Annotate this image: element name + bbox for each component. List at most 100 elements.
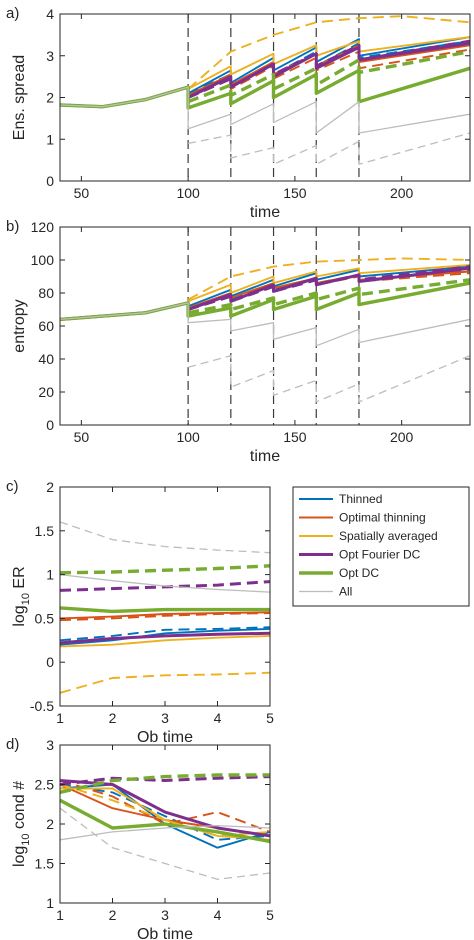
series-line-spatially-averaged-solid xyxy=(60,634,270,648)
y-axis-label: Ens. spread xyxy=(11,55,28,140)
y-axis-label-tail: cond # xyxy=(11,781,28,834)
data-layer xyxy=(60,521,270,694)
x-tick-label: 150 xyxy=(283,185,307,201)
y-tick-label: 60 xyxy=(38,318,54,334)
y-tick-label: 0.5 xyxy=(35,610,55,626)
y-tick-label: 1 xyxy=(46,567,54,583)
series-line-all-solid xyxy=(60,573,270,593)
y-tick-label: 3 xyxy=(46,48,54,64)
y-tick-label: 1 xyxy=(46,895,54,911)
series-line-thinned-solid xyxy=(60,627,270,646)
x-tick-label: 1 xyxy=(56,710,64,726)
y-tick-label: -0.5 xyxy=(30,698,54,714)
x-tick-label: 1 xyxy=(56,907,64,923)
chart-panel-2: 50 100 150 200 0 20 40 60 80 100 120 time entropy b) xyxy=(6,218,471,465)
x-axis-label: time xyxy=(250,448,280,465)
x-axis-label: Ob time xyxy=(137,729,193,746)
y-tick-label: 0 xyxy=(46,173,54,189)
y-tick-label: 1.5 xyxy=(35,523,55,539)
x-tick-label: 2 xyxy=(109,710,117,726)
chart-panel-3: 1 2 3 4 5 -0.5 0 0.5 1 1.5 2 Ob time log10 ER c) Thinn… xyxy=(6,478,470,746)
data-layer xyxy=(60,227,470,425)
series-line-all-solid xyxy=(60,86,470,134)
data-layer xyxy=(60,773,270,880)
x-tick-label: 2 xyxy=(109,907,117,923)
x-tick-label: 5 xyxy=(266,710,274,726)
legend-label: Spatially averaged xyxy=(339,529,438,543)
x-tick-label: 4 xyxy=(214,710,222,726)
x-tick-label: 200 xyxy=(390,429,414,445)
series-line-opt-fourier-dc-dashed xyxy=(60,580,270,592)
x-tick-label: 150 xyxy=(283,429,307,445)
y-tick-label: 40 xyxy=(38,351,54,367)
x-tick-label: 50 xyxy=(74,185,90,201)
x-tick-label: 5 xyxy=(266,907,274,923)
x-tick-label: 100 xyxy=(176,429,200,445)
y-tick-label: 2 xyxy=(46,816,54,832)
series-line-opt-dc-dashed xyxy=(187,278,470,315)
y-tick-label: 2.5 xyxy=(35,777,55,793)
x-tick-label: 100 xyxy=(176,185,200,201)
legend-label: Opt DC xyxy=(339,566,379,580)
x-tick-label: 3 xyxy=(161,710,169,726)
chart-panel-1: 50 100 150 200 0 1 2 3 4 time Ens. spread a) xyxy=(6,5,471,221)
legend-label: Thinned xyxy=(339,492,382,506)
chart-panel-4: 1 2 3 4 5 1 1.5 2 2.5 3 Ob time log10 cond # d) xyxy=(6,736,274,940)
series-line-opt-dc-solid xyxy=(60,798,270,844)
y-tick-label: 4 xyxy=(46,6,54,22)
y-axis-label: entropy xyxy=(11,299,28,352)
x-tick-label: 4 xyxy=(214,907,222,923)
y-axis-label-subscript: 10 xyxy=(20,833,32,845)
series-line-all-dashed xyxy=(60,521,270,554)
panel-letter: b) xyxy=(6,218,19,235)
x-axis-label: Ob time xyxy=(137,926,193,940)
y-axis-label-tail: ER xyxy=(11,566,28,593)
series-line-all-solid xyxy=(60,302,470,347)
y-tick-label: 2 xyxy=(46,479,54,495)
series-line-opt-fourier-dc-solid xyxy=(60,631,270,645)
series-line-opt-dc-solid xyxy=(60,606,270,614)
y-tick-label: 3 xyxy=(46,737,54,753)
series-line-all-dashed xyxy=(60,807,270,880)
series-line-opt-fourier-dc-dashed xyxy=(60,775,270,786)
y-axis-label-main: log xyxy=(11,605,28,626)
series-line-spatially-averaged-dashed xyxy=(60,671,270,694)
series-line-thinned-dashed xyxy=(60,783,270,841)
data-layer xyxy=(60,14,470,181)
y-tick-label: 1.5 xyxy=(35,856,55,872)
x-axis-label: time xyxy=(250,204,280,221)
legend-label: All xyxy=(339,585,352,599)
series-line-opt-dc-dashed xyxy=(60,773,270,795)
y-tick-label: 0 xyxy=(46,654,54,670)
series-line-optimal-thinning-dashed xyxy=(60,779,270,833)
panel-letter: a) xyxy=(6,5,19,22)
y-axis-label-subscript: 10 xyxy=(20,593,32,605)
series-line-opt-dc-dashed xyxy=(60,564,270,575)
y-tick-label: 20 xyxy=(38,384,54,400)
series-line-opt-dc-dashed xyxy=(187,49,470,104)
legend-label: Opt Fourier DC xyxy=(339,548,421,562)
series-line-all-dashed xyxy=(187,132,470,165)
y-axis-label-main: log xyxy=(11,846,28,867)
x-tick-label: 200 xyxy=(390,185,414,201)
plot-area xyxy=(60,487,270,706)
series-line-opt-fourier-dc-dashed xyxy=(187,39,470,99)
series-line-opt-fourier-dc-dashed xyxy=(187,265,470,311)
legend: Thinned Optimal thinning Spatially average… xyxy=(292,486,470,607)
plot-area xyxy=(60,14,470,181)
x-tick-label: 3 xyxy=(161,907,169,923)
plot-area xyxy=(60,227,470,425)
series-line-all-dashed xyxy=(187,355,470,403)
legend-label: Optimal thinning xyxy=(339,511,426,525)
y-tick-label: 2 xyxy=(46,90,54,106)
series-line-spatially-averaged-dashed xyxy=(60,783,270,837)
series-line-spatially-averaged-dashed xyxy=(187,15,470,90)
y-tick-label: 80 xyxy=(38,285,54,301)
y-tick-label: 1 xyxy=(46,131,54,147)
panel-letter: c) xyxy=(6,478,19,495)
series-line-optimal-thinning-dashed xyxy=(60,612,270,622)
x-tick-label: 50 xyxy=(74,429,90,445)
series-line-thinned-dashed xyxy=(60,626,270,642)
y-axis-label: log10 cond # xyxy=(11,781,32,867)
